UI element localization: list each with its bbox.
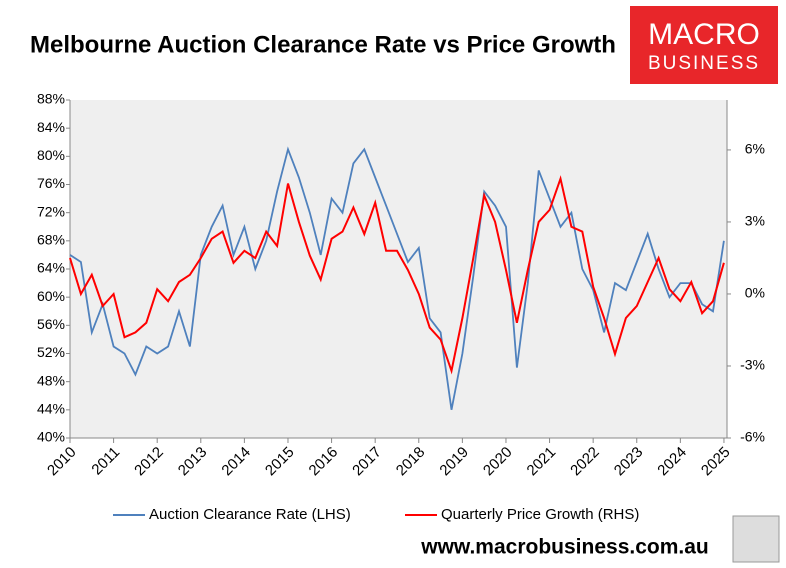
y2-tick-label: 3%	[745, 213, 765, 229]
y-tick-label: 68%	[37, 232, 65, 248]
x-tick-label: 2021	[524, 444, 560, 480]
y-tick-label: 84%	[37, 119, 65, 135]
x-tick-label: 2011	[88, 444, 123, 479]
y-tick-label: 48%	[37, 372, 65, 388]
x-tick-label: 2025	[698, 444, 734, 480]
plot-area	[70, 100, 727, 438]
y-tick-label: 40%	[37, 429, 65, 445]
x-tick-label: 2019	[436, 444, 472, 480]
x-tick-label: 2012	[131, 444, 167, 480]
y-tick-label: 72%	[37, 203, 65, 219]
y-tick-label: 76%	[37, 175, 65, 191]
x-tick-label: 2020	[480, 444, 516, 480]
x-tick-label: 2014	[218, 444, 254, 480]
mascot-icon	[732, 515, 780, 563]
y2-tick-label: -3%	[740, 357, 765, 373]
y-tick-label: 80%	[37, 147, 65, 163]
x-tick-label: 2022	[567, 444, 603, 480]
y2-tick-label: 0%	[745, 285, 765, 301]
series-line	[69, 175, 725, 375]
logo-text: BUSINESS	[648, 53, 760, 74]
x-tick-label: 2016	[306, 444, 342, 480]
x-tick-label: 2018	[393, 444, 429, 480]
legend-label: Auction Clearance Rate (LHS)	[149, 506, 351, 523]
y-tick-label: 56%	[37, 316, 65, 332]
series-line	[69, 146, 725, 410]
x-tick-label: 2015	[262, 444, 298, 480]
logo-box	[630, 6, 778, 84]
x-tick-label: 2010	[44, 444, 80, 480]
y-tick-label: 60%	[37, 288, 65, 304]
x-tick-label: 2017	[349, 444, 385, 480]
x-tick-label: 2024	[654, 444, 690, 480]
chart-title: Melbourne Auction Clearance Rate vs Pric…	[30, 31, 616, 58]
footer: www.macrobusiness.com.au	[420, 536, 708, 559]
y-tick-label: 44%	[37, 401, 65, 417]
y-tick-label: 64%	[37, 260, 65, 276]
legend-label: Quarterly Price Growth (RHS)	[441, 506, 639, 523]
x-tick-label: 2023	[611, 444, 647, 480]
y2-tick-label: 6%	[745, 141, 765, 157]
y-tick-label: 52%	[37, 344, 65, 360]
y-tick-label: 88%	[37, 91, 65, 107]
y2-tick-label: -6%	[740, 429, 765, 445]
x-tick-label: 2013	[175, 444, 211, 480]
logo-text: MACRO	[648, 18, 760, 51]
